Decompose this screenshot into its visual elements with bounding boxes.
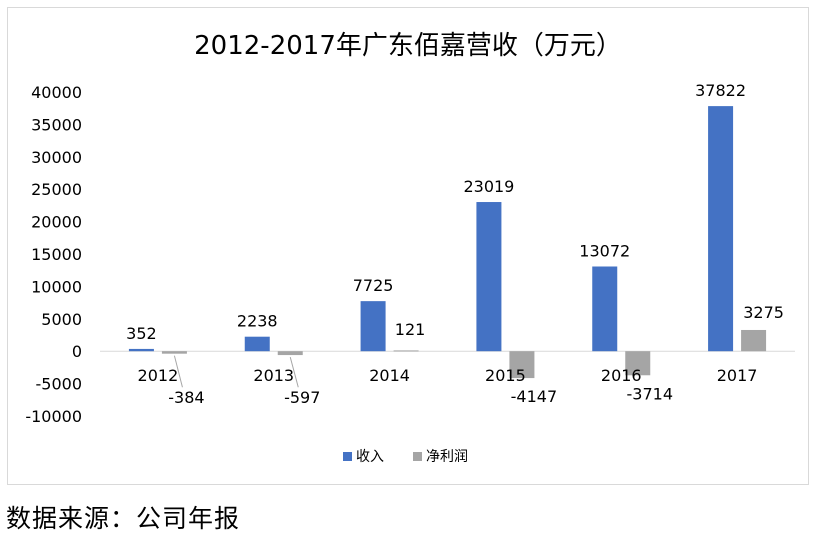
revenue-bar	[476, 202, 502, 352]
y-tick-label: 15000	[31, 245, 82, 264]
y-tick-label: 20000	[31, 213, 82, 232]
revenue-bar	[128, 348, 154, 352]
legend-label-net-profit: 净利润	[426, 449, 468, 465]
x-category-label: 2015	[485, 366, 526, 385]
y-tick-label: 35000	[31, 115, 82, 134]
data-label-leader-line	[289, 356, 299, 388]
revenue-data-label: 7725	[353, 276, 394, 295]
revenue-bar	[360, 301, 386, 352]
x-category-label: 2013	[253, 366, 294, 385]
net-profit-bar	[741, 329, 767, 352]
net-profit-data-label: -4147	[511, 387, 558, 406]
legend-swatch-revenue	[343, 452, 352, 461]
net-profit-bar	[277, 351, 303, 356]
legend-label-revenue: 收入	[356, 449, 384, 465]
x-category-label: 2016	[601, 366, 642, 385]
y-tick-label: 5000	[41, 310, 82, 329]
net-profit-bar	[509, 351, 535, 379]
chart-frame	[7, 7, 809, 485]
net-profit-data-label: -3714	[627, 384, 674, 403]
y-tick-label: 0	[72, 342, 82, 361]
net-profit-data-label: 3275	[743, 303, 784, 322]
y-tick-label: -10000	[25, 407, 82, 426]
net-profit-data-label: 121	[395, 320, 426, 339]
data-label-leader-line	[173, 355, 183, 388]
net-profit-data-label: -384	[168, 388, 204, 407]
net-profit-bar	[393, 350, 419, 352]
chart-title: 2012-2017年广东佰嘉营收（万元）	[194, 31, 622, 61]
revenue-bar	[244, 336, 270, 352]
revenue-data-label: 352	[126, 324, 157, 343]
y-tick-label: 30000	[31, 148, 82, 167]
revenue-bar	[708, 106, 734, 352]
x-category-label: 2017	[717, 366, 758, 385]
y-tick-label: 25000	[31, 180, 82, 199]
x-category-label: 2012	[138, 366, 179, 385]
x-category-label: 2014	[369, 366, 410, 385]
y-tick-label: -5000	[36, 375, 83, 394]
revenue-data-label: 37822	[695, 81, 746, 100]
revenue-data-label: 23019	[463, 177, 514, 196]
revenue-bar	[592, 266, 618, 352]
net-profit-bar	[161, 351, 187, 354]
y-tick-label: 10000	[31, 277, 82, 296]
revenue-data-label: 13072	[579, 241, 630, 260]
legend-swatch-net-profit	[413, 452, 422, 461]
net-profit-data-label: -597	[284, 388, 320, 407]
y-tick-label: 40000	[31, 83, 82, 102]
source-note: 数据来源：公司年报	[6, 504, 241, 533]
revenue-data-label: 2238	[237, 312, 278, 331]
net-profit-bar	[625, 351, 651, 376]
